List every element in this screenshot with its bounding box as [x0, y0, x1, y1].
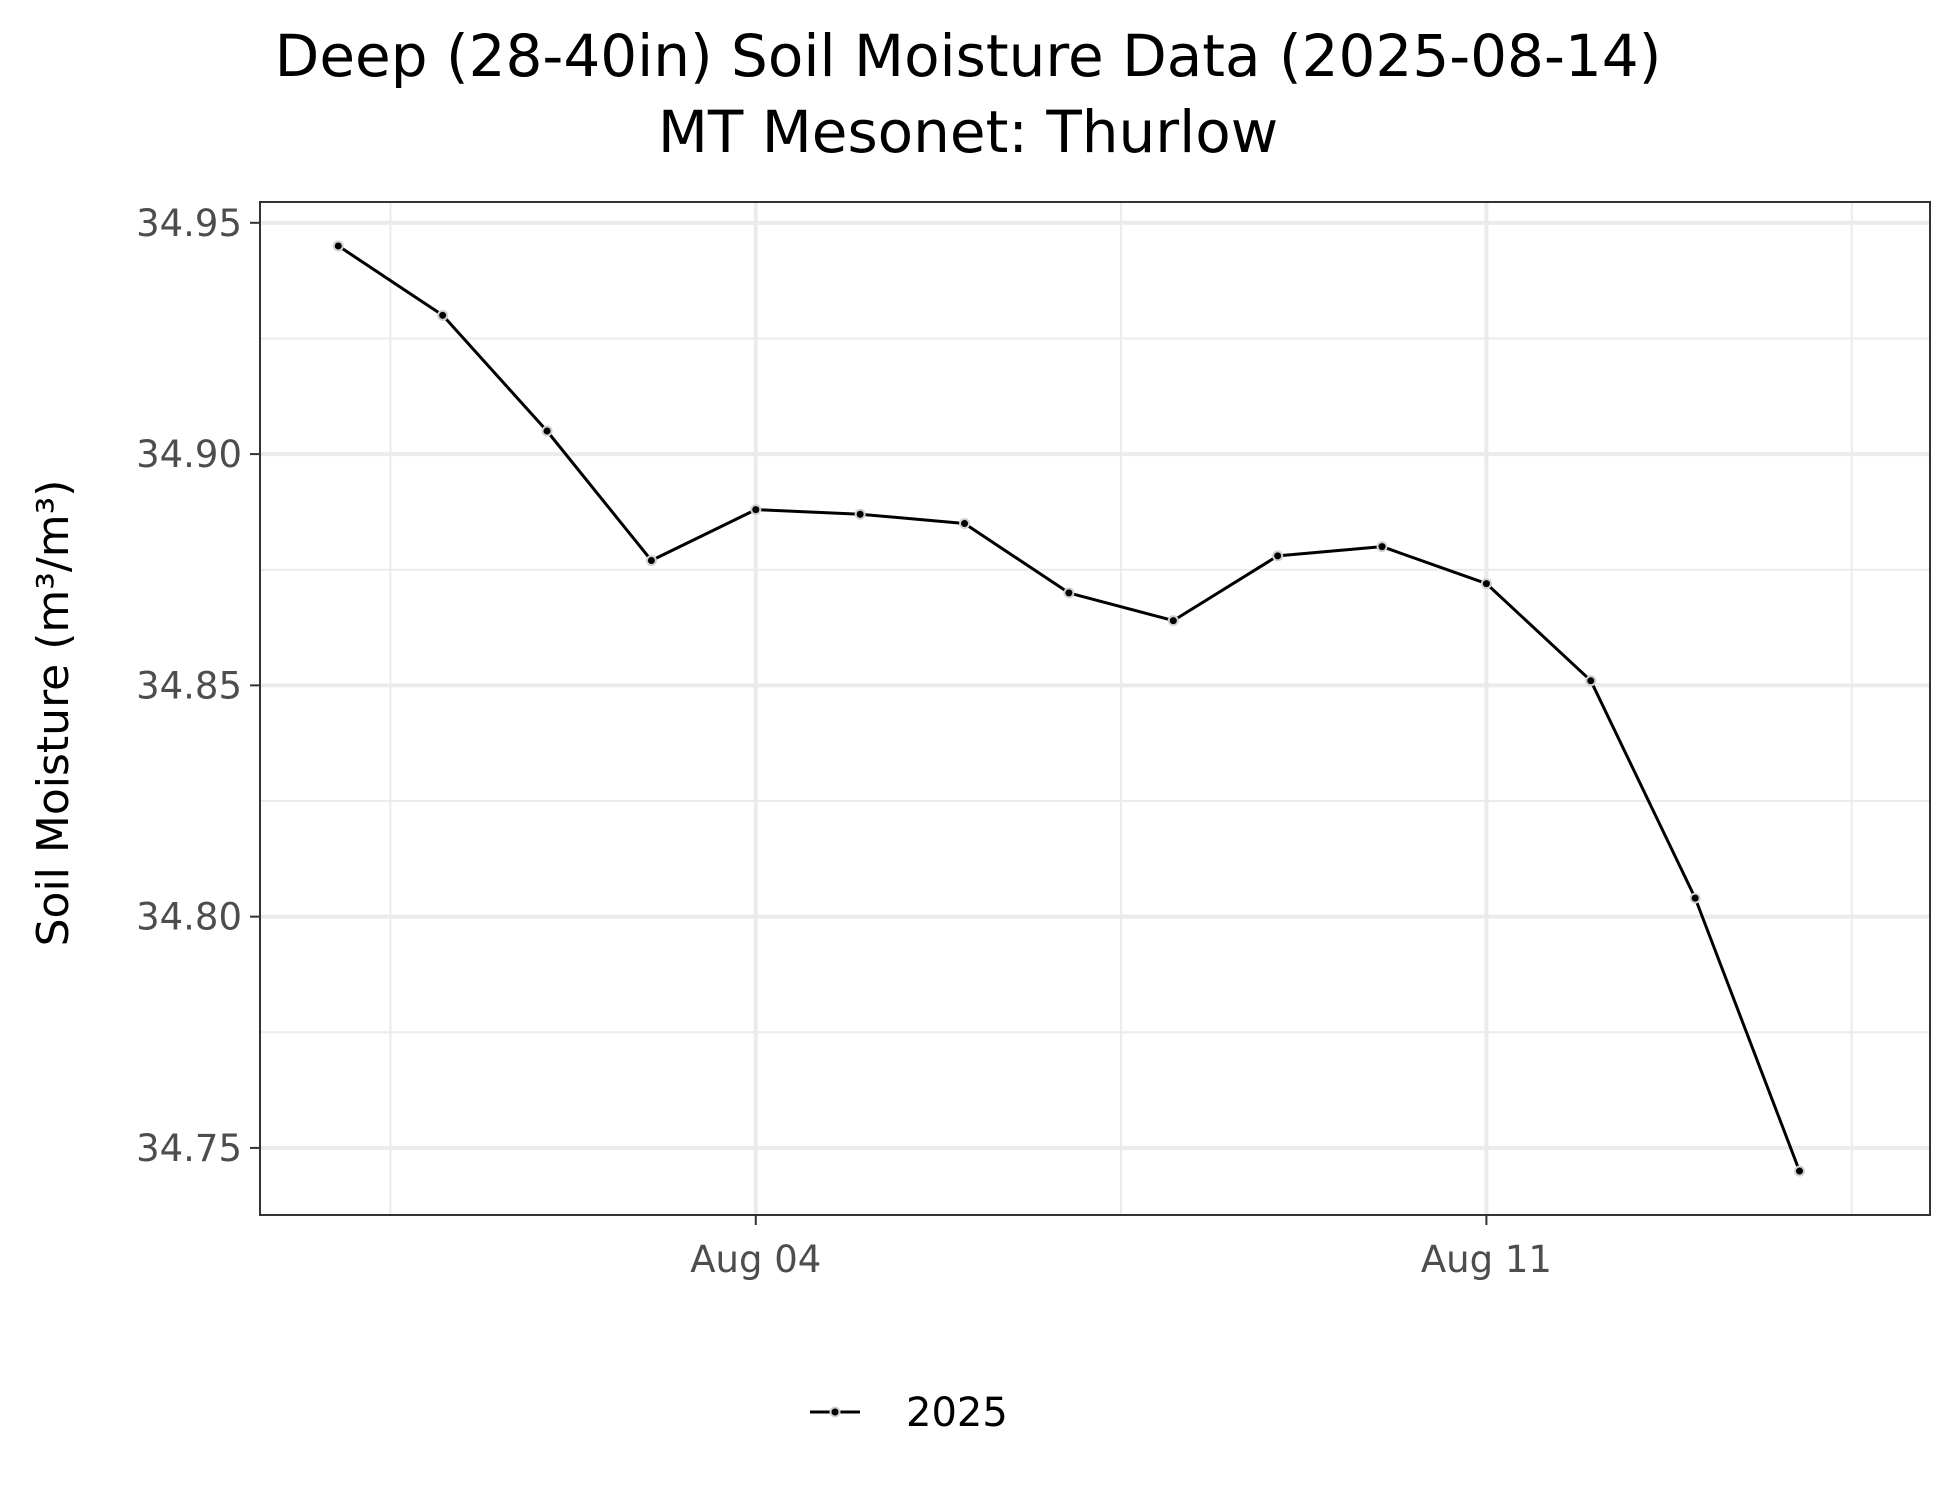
data-point — [543, 427, 551, 435]
data-point — [856, 510, 864, 518]
data-point — [1482, 580, 1490, 588]
data-point — [752, 506, 760, 514]
data-point — [439, 311, 447, 319]
legend-label: 2025 — [906, 1390, 1008, 1436]
y-tick-label: 34.95 — [136, 202, 242, 245]
data-point — [334, 242, 342, 250]
chart-title: Deep (28-40in) Soil Moisture Data (2025-… — [275, 22, 1662, 90]
data-point — [1274, 552, 1282, 560]
data-point — [647, 556, 655, 564]
data-point — [1691, 894, 1699, 902]
x-tick-label: Aug 11 — [1421, 1238, 1552, 1281]
chart-subtitle: MT Mesonet: Thurlow — [658, 98, 1278, 166]
x-tick-label: Aug 04 — [690, 1238, 821, 1281]
y-tick-label: 34.80 — [136, 896, 242, 939]
panel-border — [259, 201, 1931, 1216]
legend: 2025 — [810, 1390, 1008, 1436]
data-point — [961, 519, 969, 527]
legend-key-point — [831, 1408, 839, 1416]
y-tick-label: 34.90 — [136, 433, 242, 476]
plot-background — [260, 202, 1930, 1215]
plot-area: 34.75 34.80 34.85 34.90 34.95 Aug 04 Aug 11 — [136, 201, 1931, 1281]
data-point — [1796, 1167, 1804, 1175]
data-point — [1065, 589, 1073, 597]
y-tick-label: 34.85 — [136, 664, 242, 707]
y-axis-label: Soil Moisture (m³/m³) — [28, 480, 79, 947]
data-point — [1587, 677, 1595, 685]
data-point — [1378, 543, 1386, 551]
data-point — [1169, 617, 1177, 625]
y-tick-label: 34.75 — [136, 1127, 242, 1170]
